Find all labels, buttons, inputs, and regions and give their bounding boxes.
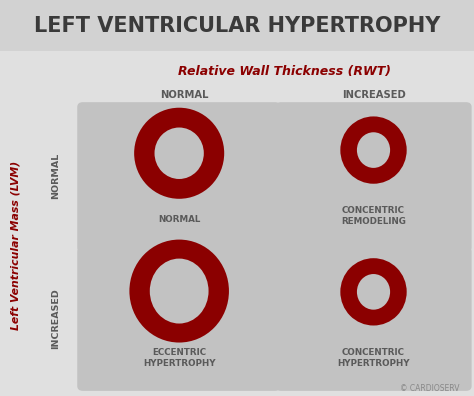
Text: NORMAL: NORMAL <box>52 153 60 199</box>
Text: © CARDIOSERV: © CARDIOSERV <box>400 384 460 393</box>
FancyBboxPatch shape <box>77 102 281 252</box>
Ellipse shape <box>357 132 390 168</box>
Text: INCREASED: INCREASED <box>52 288 60 349</box>
Ellipse shape <box>150 259 209 324</box>
Text: ECCENTRIC
HYPERTROPHY: ECCENTRIC HYPERTROPHY <box>143 348 216 368</box>
FancyBboxPatch shape <box>275 247 472 391</box>
Text: Relative Wall Thickness (RWT): Relative Wall Thickness (RWT) <box>178 65 391 78</box>
Text: LEFT VENTRICULAR HYPERTROPHY: LEFT VENTRICULAR HYPERTROPHY <box>34 16 440 36</box>
Ellipse shape <box>340 116 407 184</box>
Ellipse shape <box>129 240 229 343</box>
Ellipse shape <box>134 108 224 199</box>
FancyBboxPatch shape <box>77 247 281 391</box>
Ellipse shape <box>340 258 407 326</box>
Text: CONCENTRIC
REMODELING: CONCENTRIC REMODELING <box>341 206 406 226</box>
Ellipse shape <box>155 128 204 179</box>
Ellipse shape <box>357 274 390 310</box>
Text: Left Ventricular Mass (LVM): Left Ventricular Mass (LVM) <box>10 161 20 330</box>
FancyBboxPatch shape <box>0 0 474 51</box>
Text: NORMAL: NORMAL <box>160 90 208 100</box>
FancyBboxPatch shape <box>275 102 472 252</box>
Text: INCREASED: INCREASED <box>342 90 405 100</box>
Text: NORMAL: NORMAL <box>158 215 201 224</box>
Text: CONCENTRIC
HYPERTROPHY: CONCENTRIC HYPERTROPHY <box>337 348 410 367</box>
